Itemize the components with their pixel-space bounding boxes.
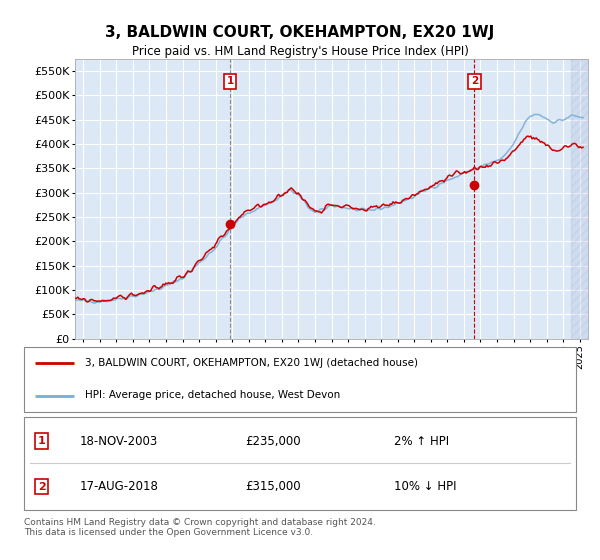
Text: 2: 2 bbox=[470, 76, 478, 86]
Text: 18-NOV-2003: 18-NOV-2003 bbox=[79, 435, 157, 448]
Text: 2% ↑ HPI: 2% ↑ HPI bbox=[394, 435, 449, 448]
Bar bbox=[571, 59, 588, 339]
Text: 3, BALDWIN COURT, OKEHAMPTON, EX20 1WJ (detached house): 3, BALDWIN COURT, OKEHAMPTON, EX20 1WJ (… bbox=[85, 358, 418, 368]
Text: 10% ↓ HPI: 10% ↓ HPI bbox=[394, 480, 457, 493]
Text: Contains HM Land Registry data © Crown copyright and database right 2024.
This d: Contains HM Land Registry data © Crown c… bbox=[24, 518, 376, 538]
Text: 1: 1 bbox=[38, 436, 46, 446]
Text: 3, BALDWIN COURT, OKEHAMPTON, EX20 1WJ: 3, BALDWIN COURT, OKEHAMPTON, EX20 1WJ bbox=[106, 25, 494, 40]
FancyBboxPatch shape bbox=[24, 417, 576, 510]
Text: Price paid vs. HM Land Registry's House Price Index (HPI): Price paid vs. HM Land Registry's House … bbox=[131, 45, 469, 58]
FancyBboxPatch shape bbox=[24, 347, 576, 412]
Text: £315,000: £315,000 bbox=[245, 480, 301, 493]
Text: £235,000: £235,000 bbox=[245, 435, 301, 448]
Text: HPI: Average price, detached house, West Devon: HPI: Average price, detached house, West… bbox=[85, 390, 340, 400]
Text: 17-AUG-2018: 17-AUG-2018 bbox=[79, 480, 158, 493]
Text: 2: 2 bbox=[38, 482, 46, 492]
Text: 1: 1 bbox=[227, 76, 234, 86]
